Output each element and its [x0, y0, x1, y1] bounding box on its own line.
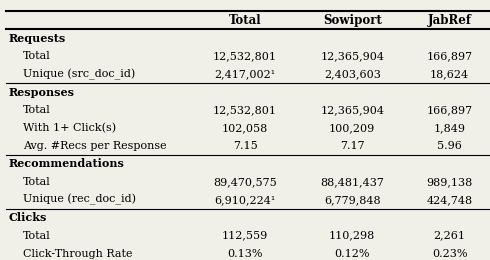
Text: Click-Through Rate: Click-Through Rate	[24, 249, 133, 258]
Text: Responses: Responses	[9, 87, 74, 98]
Text: 989,138: 989,138	[426, 177, 473, 187]
Text: Clicks: Clicks	[9, 212, 47, 223]
Text: 166,897: 166,897	[427, 105, 473, 115]
Text: 6,910,224¹: 6,910,224¹	[214, 195, 275, 205]
Text: 102,058: 102,058	[222, 123, 268, 133]
Text: 0.23%: 0.23%	[432, 249, 467, 258]
Text: 110,298: 110,298	[329, 231, 375, 240]
Text: 424,748: 424,748	[427, 195, 473, 205]
Text: 166,897: 166,897	[427, 51, 473, 61]
Text: 2,403,603: 2,403,603	[324, 69, 381, 79]
Text: Requests: Requests	[9, 33, 66, 44]
Text: With 1+ Click(s): With 1+ Click(s)	[24, 123, 117, 133]
Text: 5.96: 5.96	[437, 141, 462, 151]
Text: Unique (src_doc_id): Unique (src_doc_id)	[24, 69, 136, 80]
Text: Total: Total	[24, 177, 51, 187]
Text: Total: Total	[24, 51, 51, 61]
Text: Unique (rec_doc_id): Unique (rec_doc_id)	[24, 194, 136, 205]
Text: JabRef: JabRef	[428, 14, 472, 27]
Text: 7.15: 7.15	[233, 141, 257, 151]
Text: 89,470,575: 89,470,575	[213, 177, 277, 187]
Text: 100,209: 100,209	[329, 123, 375, 133]
Text: 2,417,002¹: 2,417,002¹	[215, 69, 275, 79]
Text: 7.17: 7.17	[340, 141, 365, 151]
Text: Sowiport: Sowiport	[323, 14, 382, 27]
Text: 0.13%: 0.13%	[227, 249, 263, 258]
Text: 12,532,801: 12,532,801	[213, 105, 277, 115]
Text: Total: Total	[229, 14, 261, 27]
Text: 12,365,904: 12,365,904	[320, 105, 384, 115]
Text: Avg. #Recs per Response: Avg. #Recs per Response	[24, 141, 167, 151]
Text: 18,624: 18,624	[430, 69, 469, 79]
Text: 0.12%: 0.12%	[335, 249, 370, 258]
Text: Recommendations: Recommendations	[9, 158, 124, 169]
Text: Total: Total	[24, 231, 51, 240]
Text: 2,261: 2,261	[434, 231, 465, 240]
Text: 112,559: 112,559	[222, 231, 268, 240]
Text: 12,532,801: 12,532,801	[213, 51, 277, 61]
Text: 6,779,848: 6,779,848	[324, 195, 381, 205]
Text: Total: Total	[24, 105, 51, 115]
Text: 12,365,904: 12,365,904	[320, 51, 384, 61]
Text: 88,481,437: 88,481,437	[320, 177, 384, 187]
Text: 1,849: 1,849	[434, 123, 465, 133]
